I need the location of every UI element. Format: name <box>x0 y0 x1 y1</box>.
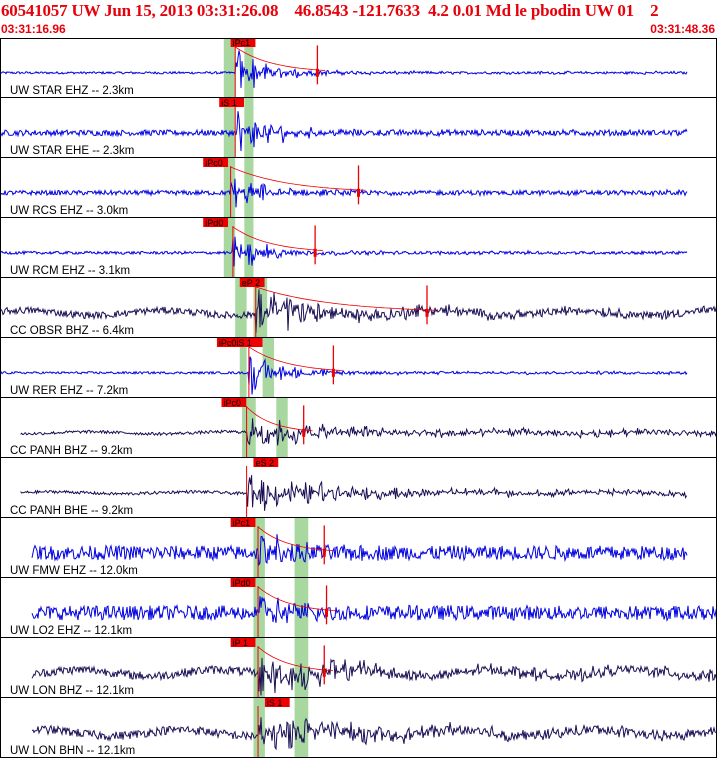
coda-decay-curve <box>232 226 323 251</box>
trace-row: eP 2 CC OBSR BHZ -- 6.4km <box>0 278 717 338</box>
phase-window-band <box>223 38 236 98</box>
phase-pick-label: iS 1 <box>221 98 237 108</box>
phase-pick-label: iPc0 <box>205 158 223 168</box>
station-label: UW FMW EHZ -- 12.0km <box>10 565 138 577</box>
waveform-line <box>0 289 717 333</box>
phase-window-band <box>253 518 265 578</box>
trace-row: iPc0 UW RCS EHZ -- 3.0km <box>0 158 717 218</box>
event-header: 60541057 UW Jun 15, 2013 03:31:26.08 46.… <box>0 0 717 38</box>
coda-marker-tick <box>302 428 306 437</box>
station-label: CC PANH BHE -- 9.2km <box>10 505 133 517</box>
window-start-time: 03:31:16.96 <box>1 22 66 36</box>
coda-marker-tick <box>315 68 319 77</box>
coda-decay-curve <box>234 46 326 71</box>
coda-marker-tick <box>331 368 335 377</box>
waveform-line <box>31 596 717 624</box>
phase-pick-label: eP 2 <box>242 278 260 288</box>
waveform-line <box>0 356 688 395</box>
waveform-line <box>0 111 688 152</box>
phase-pick-label: iPc0iS 1 <box>219 338 252 348</box>
phase-pick-label: iPc0 <box>223 398 241 408</box>
phase-pick-label: iP 1 <box>233 638 248 648</box>
phase-pick-box <box>203 218 229 227</box>
trace-row: iPc1 UW STAR EHZ -- 2.3km <box>0 38 717 98</box>
phase-pick-box <box>230 518 256 527</box>
station-label: UW LON BHN -- 12.1km <box>10 745 135 757</box>
phase-window-band <box>239 338 247 398</box>
coda-decay-curve <box>246 406 313 432</box>
phase-pick-box <box>239 278 265 287</box>
phase-pick-label: iPc1 <box>233 518 251 528</box>
coda-decay-curve <box>257 646 334 672</box>
coda-marker-tick <box>313 248 317 257</box>
trace-row: eS 2 CC PANH BHE -- 9.2km <box>0 458 717 518</box>
trace-row: iPd0 UW LO2 EHZ -- 12.1km <box>0 578 717 638</box>
waveform-line <box>0 50 688 88</box>
phase-window-band <box>294 518 309 578</box>
coda-marker-tick <box>425 308 429 317</box>
phase-window-band <box>244 38 254 98</box>
phase-pick-label: iPd0 <box>205 218 223 228</box>
phase-pick-box <box>253 458 279 467</box>
phase-pick-label: iPd0 <box>233 578 251 588</box>
waveform-line <box>0 236 688 267</box>
phase-window-band <box>253 638 265 698</box>
phase-pick-box <box>230 38 256 47</box>
phase-pick-label: iS 1 <box>267 698 283 708</box>
phase-pick-box <box>203 158 229 167</box>
phase-pick-box <box>216 338 263 347</box>
phase-window-band <box>223 158 236 218</box>
station-label: UW RCS EHZ -- 3.0km <box>10 205 128 217</box>
phase-pick-label: eS 2 <box>255 458 274 468</box>
event-title: 60541057 UW Jun 15, 2013 03:31:26.08 46.… <box>1 1 659 20</box>
station-label: UW STAR EHZ -- 2.3km <box>10 85 134 97</box>
waveform-line <box>31 717 717 751</box>
coda-decay-curve <box>257 526 334 552</box>
trace-row: iPc1 UW FMW EHZ -- 12.0km <box>0 518 717 578</box>
seismogram-panel: iPc1 UW STAR EHZ -- 2.3km iS 1 UW STAR EHE … <box>0 38 717 758</box>
phase-pick-box <box>219 98 245 107</box>
coda-marker-tick <box>322 668 326 677</box>
trace-row: iPd0 UW RCM EHZ -- 3.1km <box>0 218 717 278</box>
phase-pick-box <box>221 398 247 407</box>
station-label: UW STAR EHE -- 2.3km <box>10 145 134 157</box>
coda-marker-tick <box>325 608 329 617</box>
window-end-time: 03:31:48.36 <box>650 22 715 36</box>
trace-row: iS 1 UW LON BHN -- 12.1km <box>0 698 717 758</box>
waveform-line <box>0 178 688 208</box>
phase-window-band <box>235 278 247 338</box>
waveform-line <box>20 418 717 446</box>
phase-pick-box <box>264 698 290 707</box>
station-label: CC OBSR BHZ -- 6.4km <box>10 325 134 337</box>
waveform-line <box>31 534 688 567</box>
coda-decay-curve <box>255 286 436 311</box>
coda-decay-curve <box>248 346 342 371</box>
station-label: CC PANH BHZ -- 9.2km <box>10 445 132 457</box>
trace-row: iP 1 UW LON BHZ -- 12.1km <box>0 638 717 698</box>
phase-window-band <box>276 398 288 458</box>
phase-window-band <box>244 218 254 278</box>
coda-decay-curve <box>257 586 337 612</box>
station-label: UW LON BHZ -- 12.1km <box>10 685 134 697</box>
station-label: UW RCM EHZ -- 3.1km <box>10 265 130 277</box>
waveform-line <box>31 657 717 696</box>
waveform-line <box>20 475 688 511</box>
coda-marker-tick <box>322 548 326 557</box>
trace-row: iPc0 CC PANH BHZ -- 9.2km <box>0 398 717 458</box>
phase-window-band <box>223 218 236 278</box>
phase-window-band <box>223 98 236 158</box>
phase-window-band <box>294 698 309 758</box>
station-label: UW LO2 EHZ -- 12.1km <box>10 625 132 637</box>
coda-marker-tick <box>357 188 360 197</box>
station-label: UW RER EHZ -- 7.2km <box>10 385 128 397</box>
trace-row: iPc0iS 1 UW RER EHZ -- 7.2km <box>0 338 717 398</box>
phase-pick-box <box>230 638 256 647</box>
phase-pick-box <box>230 578 256 587</box>
coda-decay-curve <box>230 166 366 191</box>
trace-row: iS 1 UW STAR EHE -- 2.3km <box>0 98 717 158</box>
phase-window-band <box>242 398 256 458</box>
phase-pick-label: iPc1 <box>233 38 251 48</box>
